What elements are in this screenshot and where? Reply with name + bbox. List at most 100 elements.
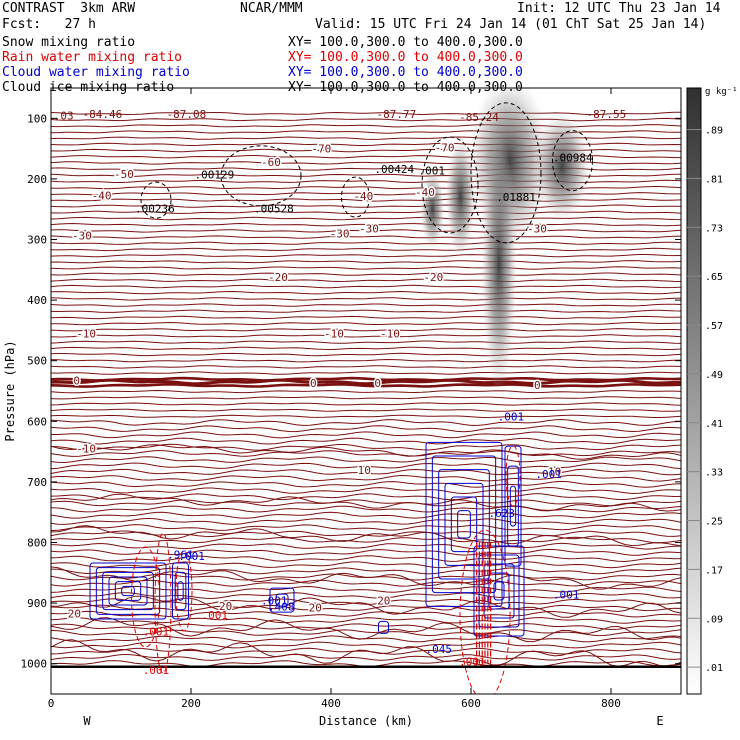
legend-snow-label: Snow mixing ratio <box>2 35 136 50</box>
temperature-contour-line <box>51 499 681 507</box>
temperature-label: -30 <box>359 223 379 236</box>
rain-water-label: .001 <box>143 664 170 677</box>
y-tick-label: 100 <box>27 112 47 125</box>
forecast-hour: Fcst: 27 h <box>2 17 96 32</box>
temperature-contour-line <box>51 474 681 482</box>
west-label: W <box>83 714 91 728</box>
ice-maximum-label: .01881 <box>496 191 536 204</box>
temperature-contour-line <box>51 346 681 351</box>
temperature-contour-line <box>51 303 681 307</box>
temperature-contour-line <box>51 567 681 575</box>
temperature-label: -70 <box>435 141 455 154</box>
temperature-contour-line <box>51 517 681 525</box>
legend-rain-xy: XY= 100.0,300.0 to 400.0,300.0 <box>288 50 523 65</box>
temperature-label: 20 <box>309 601 322 614</box>
temperature-label: -10 <box>76 327 96 340</box>
cloud-water-contour <box>444 482 484 566</box>
ice-maximum-label: .001 <box>419 164 446 177</box>
temperature-label: -40 <box>415 186 435 199</box>
temperature-contour-line <box>51 111 681 116</box>
temperature-contour-line <box>51 425 681 433</box>
temperature-contour-line <box>51 443 681 451</box>
temperature-contour-line <box>51 548 681 556</box>
cloud-water-contour <box>507 465 519 547</box>
temperature-contour-line <box>51 480 681 488</box>
lower-temperature-contour <box>51 617 681 643</box>
temperature-label: -70 <box>311 143 331 156</box>
y-tick-label: 500 <box>27 355 47 368</box>
snow-mixing-shading <box>445 137 476 258</box>
colorbar-label: .57 <box>705 321 723 332</box>
temperature-label: 0 <box>374 377 381 390</box>
temperature-label: -20 <box>423 271 443 284</box>
temperature-contour-line <box>51 653 681 661</box>
cloud-ice-contour <box>552 130 593 192</box>
temperature-contour-line <box>51 124 681 128</box>
temperature-contour-line <box>51 592 681 600</box>
cloud-water-contour <box>275 593 289 607</box>
rain-water-contour <box>459 529 511 694</box>
temperature-contour-line <box>51 437 681 445</box>
minimum-temperature-label: .03 <box>54 109 74 122</box>
cloud-water-contour <box>269 587 295 613</box>
temperature-contour-line <box>51 450 681 457</box>
cloud-ice-contour <box>421 136 479 234</box>
colorbar-label: .89 <box>705 126 723 137</box>
temperature-contour-line <box>51 530 681 538</box>
y-tick-label: 200 <box>27 173 47 186</box>
minimum-temperature-label: -84.46 <box>83 108 123 121</box>
temperature-contour-line <box>51 505 681 513</box>
temperature-contour-line <box>51 418 681 426</box>
temperature-contour-line <box>51 468 681 476</box>
temperature-contour-line <box>51 247 681 252</box>
temperature-label: -30 <box>72 229 92 242</box>
temperature-contour-line <box>51 579 681 587</box>
temperature-contour-line <box>51 616 681 624</box>
temperature-contour-line <box>51 340 681 344</box>
temperature-contour-line <box>51 493 681 501</box>
y-tick-label: 300 <box>27 234 47 247</box>
plot-frame <box>50 87 682 695</box>
legend-cloud-label: Cloud water mixing ratio <box>2 65 190 80</box>
temperature-contour-line <box>51 315 681 320</box>
cloud-water-contour <box>102 571 154 611</box>
minimum-temperature-label: -85.24 <box>459 111 499 124</box>
cloud-water-contour <box>483 563 515 619</box>
colorbar-label: .65 <box>705 272 723 283</box>
cloud-water-contour <box>108 576 148 606</box>
lower-temperature-contour <box>51 639 681 668</box>
cloud-water-label: .001 <box>178 550 205 563</box>
temperature-contour-line <box>51 536 681 544</box>
cloud-water-contour <box>504 445 522 567</box>
temperature-contour-line <box>51 511 681 519</box>
snow-mixing-shading <box>420 169 445 250</box>
cloud-water-contour <box>493 581 505 601</box>
valid-time: Valid: 15 UTC Fri 24 Jan 14 (01 ChT Sat … <box>315 17 707 32</box>
legend-snow-xy: XY= 100.0,300.0 to 400.0,300.0 <box>288 35 523 50</box>
temperature-contour-line <box>51 229 681 233</box>
temperature-contour-line <box>51 241 681 245</box>
temperature-contour-line <box>51 623 681 631</box>
colorbar <box>686 87 702 695</box>
zero-degree-contour <box>51 378 681 386</box>
temperature-contour-line <box>51 486 681 495</box>
x-tick-label: 200 <box>181 697 201 710</box>
minimum-temperature-label: -87.08 <box>167 108 207 121</box>
temperature-label: 10 <box>548 466 561 479</box>
ice-maximum-label: .00129 <box>195 169 235 182</box>
temperature-label: -30 <box>527 223 547 236</box>
temperature-contour-line <box>51 456 681 464</box>
ice-maximum-label: .00528 <box>254 203 294 216</box>
temperature-label: -40 <box>353 190 373 203</box>
lower-temperature-contour <box>51 595 681 618</box>
rain-water-label: .001 <box>459 655 486 668</box>
temperature-contour-line <box>51 272 681 276</box>
y-axis-title: Pressure (hPa) <box>3 340 17 441</box>
cloud-water-label: .001 <box>553 589 580 602</box>
temperature-label: -10 <box>324 327 344 340</box>
temperature-contour-line <box>51 408 681 412</box>
colorbar-label: .49 <box>705 370 723 381</box>
ice-maximum-label: .00424 <box>374 163 414 176</box>
colorbar-label: .09 <box>705 614 723 625</box>
